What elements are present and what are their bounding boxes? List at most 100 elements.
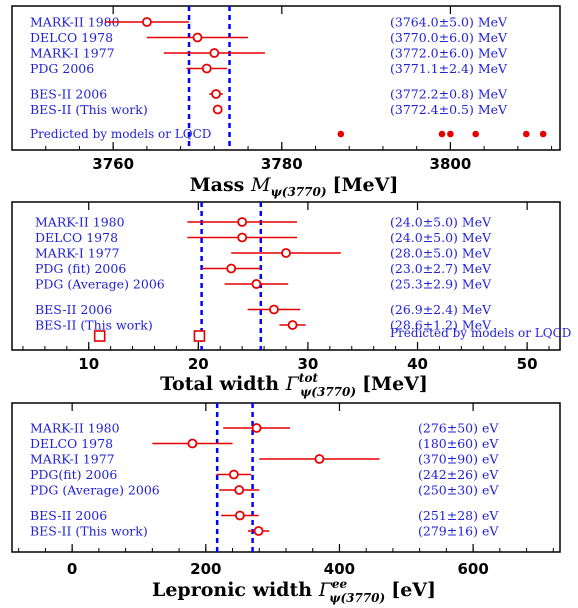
x-axis-title-unit: [MeV]	[362, 373, 428, 395]
x-tick-label: 600	[457, 560, 488, 578]
row-value-text: (3772.4±0.5) MeV	[390, 102, 508, 117]
prediction-point	[438, 130, 446, 138]
data-point	[192, 32, 203, 43]
x-axis-title-symbol: M	[250, 174, 271, 196]
data-point	[253, 526, 264, 536]
x-axis-title-word: Total width	[160, 373, 279, 395]
plot-frame	[11, 5, 561, 151]
row-label: DELCO 1978	[30, 30, 113, 45]
row-label: BES-II (This work)	[30, 102, 148, 117]
row-value-text: (3772.2±0.8) MeV	[390, 87, 508, 102]
data-point	[209, 48, 220, 58]
x-axis-title-sub: ψ(3770)	[270, 185, 326, 199]
panel-2: 10 20 30 40 50 MARK-II 1980 (24.0±5.0) MeV DELC…	[11, 201, 571, 399]
x-tick-label: 0	[67, 560, 77, 578]
x-axis-title-unit: [eV]	[391, 579, 436, 601]
row-label: BES-II 2006	[30, 508, 107, 523]
panel-1: 3760 3780 3800 MARK-II 1980 (3764.0±5.0) MeV…	[11, 5, 561, 199]
row-label: PDG (Average) 2006	[30, 483, 160, 498]
x-axis-title: Lepronic width Γee ψ(3770) [eV]	[152, 577, 436, 605]
data-point	[234, 485, 245, 495]
x-tick-label: 3800	[430, 155, 472, 173]
row-value-text: (28.0±5.0) MeV	[390, 246, 492, 261]
x-axis-title-symbol: Γ	[318, 579, 333, 601]
row-label: MARK-I 1977	[30, 452, 115, 467]
row-label: MARK-I 1977	[35, 246, 120, 261]
row-value-text: (26.9±2.4) MeV	[390, 302, 492, 317]
data-point	[237, 232, 248, 243]
x-tick-label: 400	[324, 560, 355, 578]
x-tick-label: 3780	[261, 155, 303, 173]
row-value-text: (250±30) eV	[418, 483, 499, 498]
data-point	[251, 279, 262, 289]
data-point	[269, 304, 279, 315]
row-label: BES-II (This work)	[35, 318, 153, 333]
row-label: PDG 2006	[30, 61, 94, 76]
x-axis-title-unit: [MeV]	[333, 174, 399, 196]
x-axis-title-space	[312, 579, 319, 601]
x-axis-title-sup: ee	[332, 577, 348, 591]
row-label: BES-II 2006	[30, 87, 107, 102]
prediction-point	[337, 130, 345, 138]
prediction-point	[193, 330, 206, 342]
data-point	[212, 104, 223, 115]
row-label: PDG (Average) 2006	[35, 277, 165, 292]
x-axis-title-space	[279, 373, 286, 395]
data-point	[237, 217, 248, 227]
data-point	[281, 248, 291, 258]
row-value-text: (3770.0±6.0) MeV	[390, 30, 508, 45]
row-label: BES-II (This work)	[30, 524, 148, 539]
prediction-point	[447, 130, 454, 138]
x-axis-title-sup: tot	[299, 371, 319, 385]
row-label: DELCO 1978	[30, 436, 113, 451]
prediction-point	[93, 330, 106, 342]
x-tick-label: 3760	[92, 155, 134, 173]
data-point	[187, 438, 198, 449]
x-tick-label: 200	[190, 560, 221, 578]
row-label: MARK-II 1980	[35, 215, 125, 230]
x-tick-label: 10	[78, 355, 99, 373]
x-axis-title-word: Mass	[190, 174, 245, 196]
row-value-text: (24.0±5.0) MeV	[390, 215, 492, 230]
row-label: MARK-II 1980	[30, 15, 120, 30]
data-point	[201, 63, 212, 74]
row-label: DELCO 1978	[35, 230, 118, 245]
x-axis-title-word: Lepronic width	[152, 579, 312, 601]
row-value-text: (370±90) eV	[418, 452, 499, 467]
data-point	[226, 263, 237, 274]
row-value-text: (242±26) eV	[418, 467, 499, 482]
row-value-text: (180±60) eV	[418, 436, 499, 451]
row-value-text: (28.6±1.2) MeV	[390, 318, 492, 333]
row-value-text: (251±28) eV	[418, 508, 499, 523]
prediction-point	[472, 130, 479, 138]
row-label: PDG(fit) 2006	[30, 467, 117, 482]
prediction-point	[522, 130, 530, 138]
row-label: MARK-I 1977	[30, 46, 115, 61]
data-point	[228, 469, 239, 480]
x-tick-label: 50	[517, 355, 538, 373]
x-tick-label: 40	[407, 355, 428, 373]
data-point	[251, 423, 262, 433]
row-value-text: (3772.0±6.0) MeV	[390, 46, 508, 61]
row-value-text: (24.0±5.0) MeV	[390, 230, 492, 245]
row-value-text: (3764.0±5.0) MeV	[390, 15, 508, 30]
row-value-text: (279±16) eV	[418, 524, 499, 539]
row-value-text: (25.3±2.9) MeV	[390, 277, 492, 292]
row-label: BES-II 2006	[35, 302, 112, 317]
x-tick-label: 30	[297, 355, 318, 373]
data-point	[234, 510, 245, 521]
x-axis-title: Total width Γtot ψ(3770) [MeV]	[160, 371, 428, 399]
x-axis-title-space	[244, 174, 251, 196]
x-axis-title-sub: ψ(3770)	[300, 385, 356, 399]
predictions-label: Predicted by models or LQCD	[30, 127, 211, 141]
prediction-point	[539, 130, 547, 138]
x-axis-title: Mass Mψ(3770) [MeV]	[190, 174, 399, 199]
row-value-text: (3771.1±2.4) MeV	[390, 61, 508, 76]
data-point	[141, 17, 152, 27]
panel-3: 0 200 400 600 MARK-II 1980 (276±50) eV DELCO 1…	[11, 402, 561, 605]
predictions-label: Predicted by models or LQCD	[390, 326, 571, 340]
row-label: MARK-II 1980	[30, 421, 120, 436]
data-point	[287, 320, 298, 330]
data-point	[314, 454, 325, 464]
